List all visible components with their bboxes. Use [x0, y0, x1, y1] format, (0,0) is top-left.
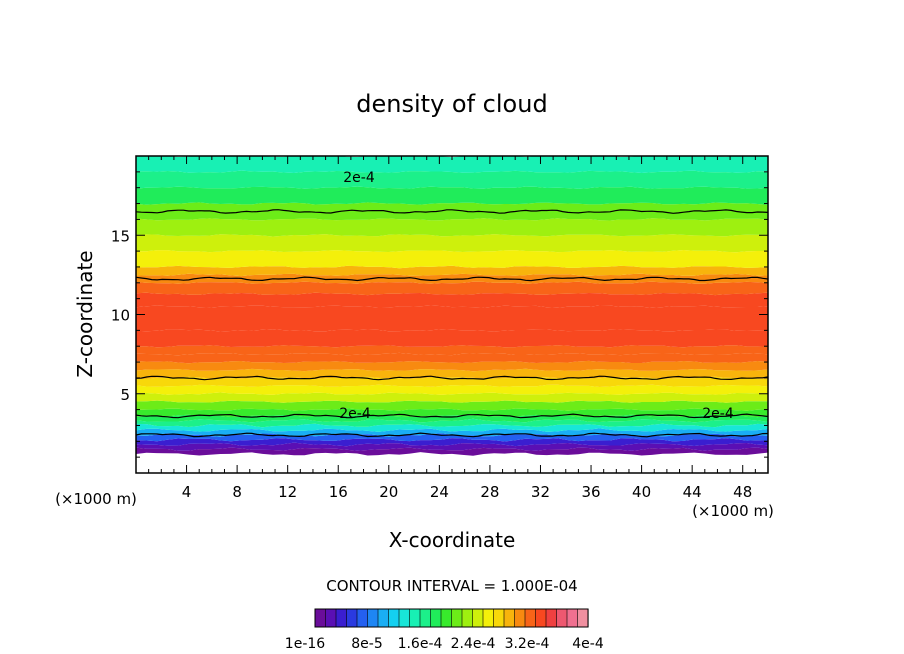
x-axis-label: X-coordinate [389, 528, 516, 552]
y-axis-label: Z-coordinate [73, 250, 97, 377]
colorbar-frame [314, 608, 589, 628]
x-tick-label: 20 [379, 483, 398, 501]
colorbar-label: 8e-5 [351, 636, 382, 652]
x-tick-label: 16 [329, 483, 348, 501]
contour-labels: 2e-4 2e-4 2e-4 [339, 170, 734, 422]
y-tick-label: 5 [120, 386, 130, 404]
density-band [136, 170, 768, 189]
contour-line [136, 276, 768, 282]
x-axis-ticks: 4 8 12 16 20 24 28 32 36 40 44 48 [148, 156, 756, 501]
colorbar-swatch [325, 608, 337, 628]
contour-label-lower-right: 2e-4 [702, 406, 734, 422]
density-band [136, 218, 768, 237]
density-band [136, 384, 768, 395]
contour-line [136, 375, 768, 381]
x-tick-label: 36 [581, 483, 600, 501]
contour-lines [136, 209, 768, 438]
contour-label-lower-left: 2e-4 [339, 406, 371, 422]
colorbar-labels: 1e-16 8e-5 1.6e-4 2.4e-4 3.2e-4 4e-4 [285, 636, 604, 652]
colorbar-swatch [535, 608, 547, 628]
density-band [136, 352, 768, 364]
colorbar-label: 3.2e-4 [505, 636, 550, 652]
colorbar-swatch [524, 608, 537, 628]
colorbar-swatch [503, 608, 516, 628]
contour-line [136, 413, 768, 419]
contour-interval-text: CONTOUR INTERVAL = 1.000E-04 [326, 577, 577, 595]
density-bands [136, 156, 768, 473]
density-band [136, 423, 768, 432]
colorbar-swatch [514, 608, 526, 628]
density-band [136, 433, 768, 442]
colorbar-swatch [314, 608, 327, 628]
colorbar-swatch [409, 608, 421, 628]
density-band [136, 281, 768, 296]
density-band [136, 202, 768, 221]
colorbar-swatch [419, 608, 432, 628]
colorbar-swatch [440, 608, 453, 628]
density-band [136, 329, 768, 348]
x-tick-label: 8 [232, 483, 242, 501]
colorbar-swatch [335, 608, 348, 628]
density-band [136, 376, 768, 387]
colorbar-swatch [367, 608, 379, 628]
x-tick-label: 40 [632, 483, 651, 501]
colorbar-label: 2.4e-4 [451, 636, 496, 652]
density-band [136, 392, 768, 403]
y-tick-label: 10 [111, 307, 130, 325]
colorbar-swatch [545, 608, 558, 628]
density-band [136, 447, 768, 456]
density-band [136, 265, 768, 277]
colorbar-swatch [556, 608, 568, 628]
density-band [136, 438, 768, 447]
density-band [136, 305, 768, 332]
contour-line [136, 432, 768, 438]
density-band [136, 400, 768, 411]
contour-label-top: 2e-4 [343, 170, 375, 186]
colorbar [314, 608, 589, 628]
density-band [136, 442, 768, 451]
x-tick-label: 44 [683, 483, 702, 501]
density-band [136, 234, 768, 253]
colorbar-swatch [346, 608, 358, 628]
density-band [136, 428, 768, 437]
colorbar-swatch [430, 608, 442, 628]
colorbar-swatch [388, 608, 400, 628]
x-axis-unit: (×1000 m) [692, 502, 774, 520]
colorbar-swatch [482, 608, 495, 628]
colorbar-label: 1e-16 [285, 636, 325, 652]
density-band [136, 292, 768, 308]
x-tick-label: 12 [278, 483, 297, 501]
x-tick-label: 4 [182, 483, 192, 501]
y-axis-ticks: 5 10 15 [111, 171, 768, 458]
x-tick-label: 24 [430, 483, 449, 501]
colorbar-swatch [577, 608, 589, 628]
density-band [136, 250, 768, 269]
colorbar-swatch [461, 608, 474, 628]
contour-line [136, 209, 768, 214]
density-band [136, 186, 768, 205]
colorbar-swatch [472, 608, 484, 628]
colorbar-label: 1.6e-4 [398, 636, 443, 652]
chart-title: density of cloud [356, 90, 547, 118]
colorbar-swatch [356, 608, 369, 628]
density-band [136, 418, 768, 428]
colorbar-swatch [451, 608, 463, 628]
colorbar-swatch [566, 608, 579, 628]
x-tick-label: 32 [531, 483, 550, 501]
density-band [136, 345, 768, 356]
colorbar-swatch [398, 608, 411, 628]
colorbar-swatch [377, 608, 390, 628]
plot-area [136, 156, 768, 473]
x-tick-label: 48 [733, 483, 752, 501]
x-tick-label: 28 [480, 483, 499, 501]
y-tick-label: 15 [111, 227, 130, 245]
density-band [136, 156, 768, 173]
colorbar-swatch [493, 608, 505, 628]
density-band [136, 452, 768, 473]
colorbar-label: 4e-4 [572, 636, 604, 652]
y-axis-unit: (×1000 m) [55, 490, 137, 508]
density-band [136, 360, 768, 372]
